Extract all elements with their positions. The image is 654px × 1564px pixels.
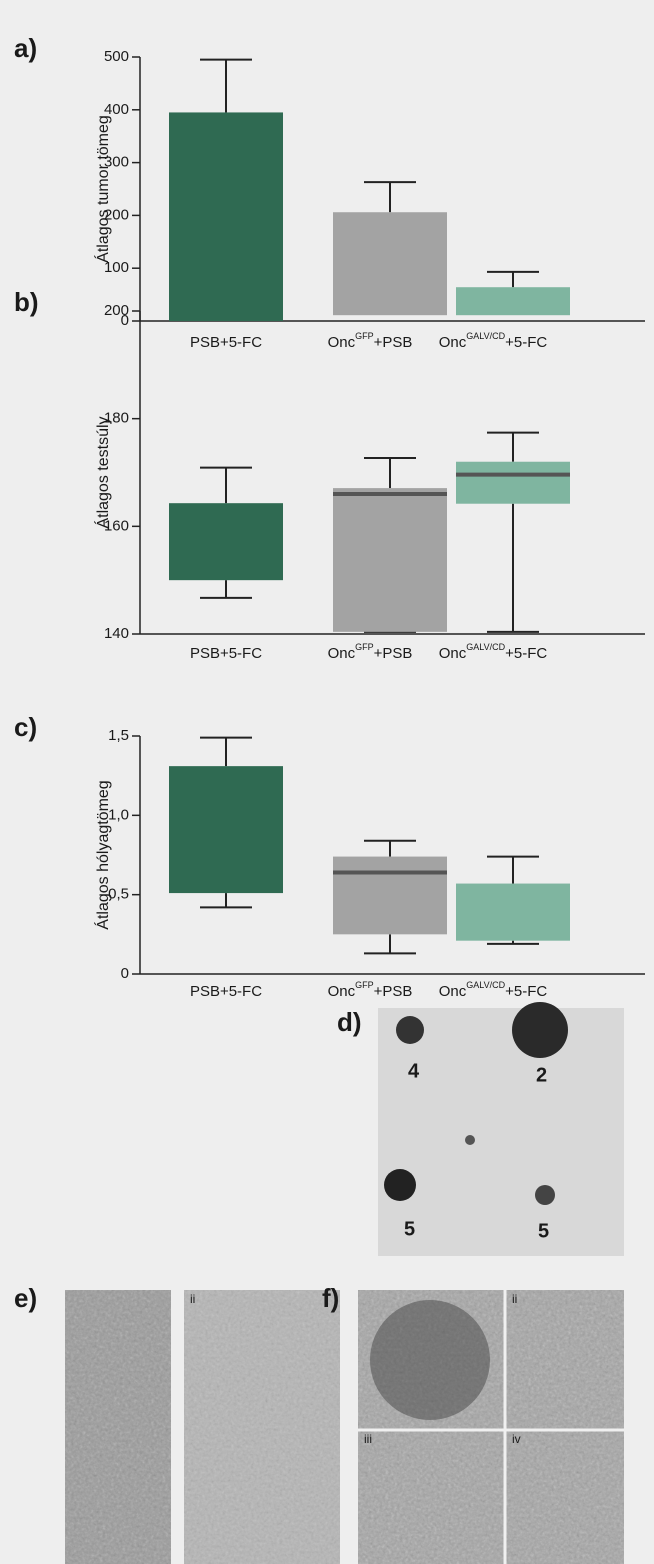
x-tick-label: OncGALV/CD+5-FC	[439, 980, 548, 1000]
y-tick-label: 160	[104, 517, 129, 534]
y-axis-label: Átlagos testsúly	[93, 416, 112, 528]
label-part: Onc	[439, 334, 467, 351]
x-tick-label: PSB+5-FC	[190, 983, 262, 1000]
label-part: GFP	[355, 980, 374, 990]
y-tick-label: 0	[121, 312, 129, 329]
x-tick-label: OncGFP+PSB	[328, 980, 413, 1000]
y-tick-label: 300	[104, 154, 129, 171]
label-part: +PSB	[374, 334, 413, 351]
sub-label: iii	[364, 1432, 372, 1446]
photo-frame	[378, 1008, 624, 1256]
box	[333, 212, 447, 316]
box	[169, 503, 283, 581]
sample-mark: 5	[404, 1218, 415, 1240]
y-tick-label: 180	[104, 410, 129, 427]
label-part: GALV/CD	[466, 980, 505, 990]
sample-mark: 2	[536, 1064, 547, 1086]
tumor	[535, 1185, 555, 1205]
y-tick-label: 140	[104, 625, 129, 642]
label-part: +5-FC	[505, 334, 547, 351]
box	[333, 488, 447, 632]
photo-texture	[184, 1290, 340, 1564]
label-part: +PSB	[374, 645, 413, 662]
box	[169, 766, 283, 894]
y-tick-label: 100	[104, 259, 129, 276]
y-axis-label: Átlagos tumor tömeg	[93, 115, 112, 263]
photo-d	[378, 1002, 624, 1256]
label-part: Onc	[328, 983, 356, 1000]
panel-label: b)	[14, 287, 39, 317]
box	[456, 287, 570, 316]
y-tick-label: 1,0	[108, 806, 129, 823]
label-part: GALV/CD	[466, 331, 505, 341]
label-part: PSB+5-FC	[190, 983, 262, 1000]
box	[456, 883, 570, 941]
box	[333, 856, 447, 935]
photo-e	[65, 1290, 340, 1564]
panel-label: f)	[322, 1283, 339, 1313]
x-tick-label: OncGFP+PSB	[328, 331, 413, 351]
label-part: Onc	[328, 334, 356, 351]
sub-label: iv	[512, 1432, 521, 1446]
photo-f	[358, 1290, 624, 1564]
box	[456, 461, 570, 504]
panel-label: d)	[337, 1007, 362, 1037]
label-part: PSB+5-FC	[190, 645, 262, 662]
label-part: Onc	[439, 983, 467, 1000]
label-part: +PSB	[374, 983, 413, 1000]
label-part: PSB+5-FC	[190, 334, 262, 351]
box	[169, 112, 283, 321]
label-part: Onc	[439, 645, 467, 662]
label-part: Onc	[328, 645, 356, 662]
y-tick-label: 200	[104, 302, 129, 319]
label-part: +5-FC	[505, 983, 547, 1000]
y-tick-label: 1,5	[108, 727, 129, 744]
tumor	[384, 1169, 416, 1201]
x-tick-label: PSB+5-FC	[190, 645, 262, 662]
label-part: +5-FC	[505, 645, 547, 662]
sub-label: ii	[190, 1292, 195, 1306]
sample-mark: 4	[408, 1060, 420, 1082]
y-tick-label: 200	[104, 206, 129, 223]
photo-texture	[65, 1290, 171, 1564]
y-axis-label: Átlagos hólyagtömeg	[93, 780, 112, 929]
label-part: GFP	[355, 642, 374, 652]
panel-label: e)	[14, 1283, 37, 1313]
tissue	[370, 1300, 490, 1420]
x-tick-label: OncGALV/CD+5-FC	[439, 331, 548, 351]
x-tick-label: PSB+5-FC	[190, 334, 262, 351]
sample-mark: 5	[538, 1220, 549, 1242]
tumor	[465, 1135, 475, 1145]
label-part: GALV/CD	[466, 642, 505, 652]
y-tick-label: 400	[104, 101, 129, 118]
panel-label: c)	[14, 712, 37, 742]
sub-label: ii	[512, 1292, 517, 1306]
panel-label: a)	[14, 33, 37, 63]
y-tick-label: 500	[104, 48, 129, 65]
y-tick-label: 0	[121, 965, 129, 982]
label-part: GFP	[355, 331, 374, 341]
x-tick-label: OncGFP+PSB	[328, 642, 413, 662]
y-tick-label: 0,5	[108, 886, 129, 903]
tumor	[512, 1002, 568, 1058]
tumor	[396, 1016, 424, 1044]
x-tick-label: OncGALV/CD+5-FC	[439, 642, 548, 662]
